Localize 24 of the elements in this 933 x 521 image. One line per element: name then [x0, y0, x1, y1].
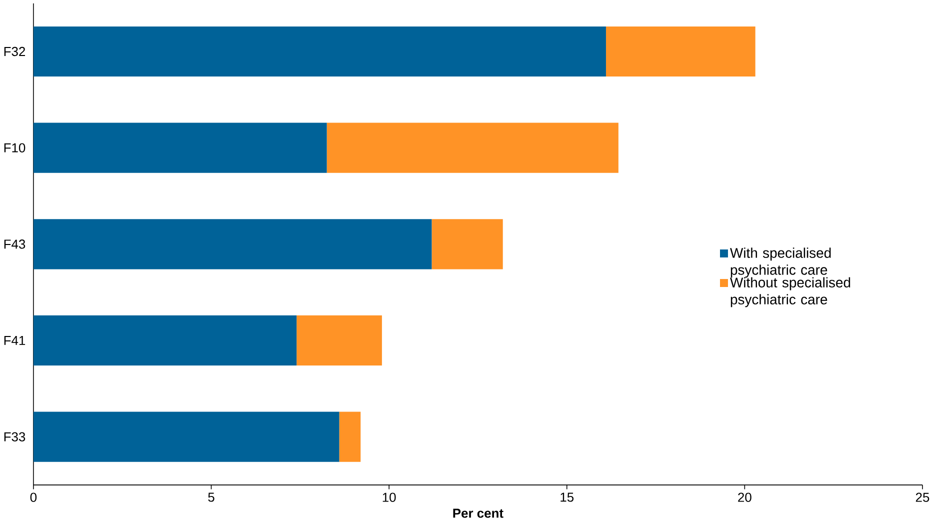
bar: [296, 315, 382, 366]
x-axis-title: Per cent: [453, 508, 504, 518]
bar: [326, 122, 618, 173]
x-tick-label: 15: [560, 492, 574, 502]
x-tick-label: 0: [30, 492, 37, 502]
bar: [33, 122, 327, 173]
y-tick-label: F43: [4, 239, 26, 249]
bar: [33, 315, 297, 366]
y-tick-label: F10: [4, 143, 26, 152]
legend-label: Without specialised psychiatric care: [730, 277, 850, 308]
bar: [339, 412, 361, 462]
y-tick-label: F32: [4, 46, 26, 56]
bar: [33, 219, 432, 270]
bar: [606, 26, 756, 76]
bar: [432, 219, 503, 270]
legend-label: With specialised psychiatric care: [730, 248, 831, 278]
x-tick-label: 20: [738, 492, 752, 502]
x-tick-label: 5: [208, 492, 214, 502]
bar: [33, 26, 606, 76]
y-tick-label: F33: [4, 432, 26, 442]
bar: [33, 412, 340, 462]
x-tick-label: 10: [382, 492, 396, 502]
y-tick-label: F41: [4, 336, 26, 345]
x-tick-label: 25: [916, 492, 930, 502]
